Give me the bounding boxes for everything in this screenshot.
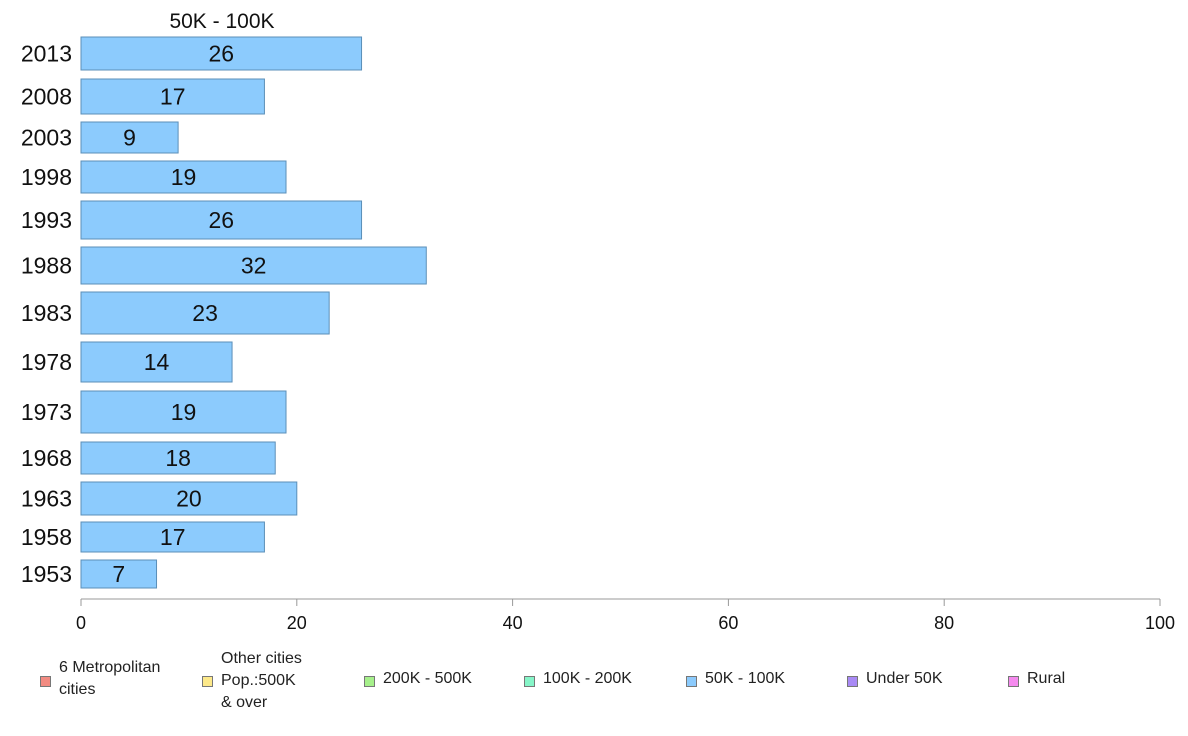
x-tick-label: 100	[1145, 613, 1175, 633]
legend-item: 200K - 500K	[364, 648, 472, 690]
data-label: 17	[160, 84, 186, 110]
data-label: 14	[144, 349, 170, 375]
bar-chart: 50K - 100K 2013 26 2008 17 2003 9 1998 19 1993 26…	[21, 10, 1175, 633]
legend-swatch	[524, 676, 535, 687]
data-label: 9	[123, 125, 136, 151]
data-label: 26	[208, 41, 234, 67]
bar	[80, 160, 287, 194]
panel-title: 50K - 100K	[169, 10, 274, 33]
legend-label: Under 50K	[866, 670, 943, 687]
bar	[80, 246, 427, 285]
data-label: 19	[171, 399, 197, 425]
legend-item: Rural	[1008, 648, 1065, 690]
legend-swatch	[1008, 676, 1019, 687]
y-tick-label: 2003	[21, 125, 72, 151]
y-tick-label: 1983	[21, 300, 72, 326]
data-label: 18	[165, 445, 191, 471]
x-tick-label: 0	[76, 613, 86, 633]
x-axis: 0 20 40 60 80 100	[76, 598, 1175, 633]
legend-label: Other cities Pop.:500K & over	[221, 650, 302, 711]
legend-label: 100K - 200K	[543, 670, 632, 687]
bar	[80, 121, 179, 154]
legend: 6 Metropolitan cities Other cities Pop.:5…	[0, 648, 1188, 728]
legend-swatch	[364, 676, 375, 687]
legend-item: Under 50K	[847, 648, 943, 690]
legend-swatch	[40, 676, 51, 687]
legend-swatch	[686, 676, 697, 687]
legend-label: 6 Metropolitan cities	[59, 659, 161, 698]
bar	[80, 200, 363, 240]
legend-item: 50K - 100K	[686, 648, 785, 690]
data-label: 7	[112, 561, 125, 587]
bars-layer: 2013 26 2008 17 2003 9 1998 19 1993 26 1988 32 1983 2…	[21, 36, 427, 589]
bar	[80, 481, 298, 516]
legend-label: 200K - 500K	[383, 670, 472, 687]
bar	[80, 559, 158, 589]
bar	[80, 521, 265, 553]
bar	[80, 291, 330, 335]
y-tick-label: 1958	[21, 524, 72, 550]
x-tick-label: 20	[287, 613, 307, 633]
bar	[80, 390, 287, 434]
bar	[80, 36, 363, 71]
x-tick-label: 80	[934, 613, 954, 633]
data-label: 32	[241, 253, 267, 279]
legend-item: Other cities Pop.:500K & over	[202, 648, 302, 714]
y-tick-label: 2008	[21, 84, 72, 110]
legend-label: 50K - 100K	[705, 670, 786, 687]
data-label: 19	[171, 164, 197, 190]
bar	[80, 441, 276, 475]
legend-item: 6 Metropolitan cities	[40, 648, 160, 701]
legend-swatch	[202, 676, 213, 687]
x-tick-label: 40	[503, 613, 523, 633]
y-tick-label: 1968	[21, 445, 72, 471]
legend-swatch	[847, 676, 858, 687]
legend-label: Rural	[1027, 670, 1066, 687]
legend-item: 100K - 200K	[524, 648, 632, 690]
y-tick-label: 1973	[21, 399, 72, 425]
y-tick-label: 2013	[21, 41, 72, 67]
y-tick-label: 1998	[21, 164, 72, 190]
data-label: 17	[160, 524, 186, 550]
y-tick-label: 1993	[21, 207, 72, 233]
y-tick-label: 1978	[21, 349, 72, 375]
y-tick-label: 1988	[21, 253, 72, 279]
bar	[80, 78, 265, 115]
data-label: 20	[176, 486, 202, 512]
y-tick-label: 1963	[21, 486, 72, 512]
data-label: 23	[192, 300, 218, 326]
y-tick-label: 1953	[21, 561, 72, 587]
data-label: 26	[208, 207, 234, 233]
bar	[80, 341, 233, 383]
x-tick-label: 60	[718, 613, 738, 633]
